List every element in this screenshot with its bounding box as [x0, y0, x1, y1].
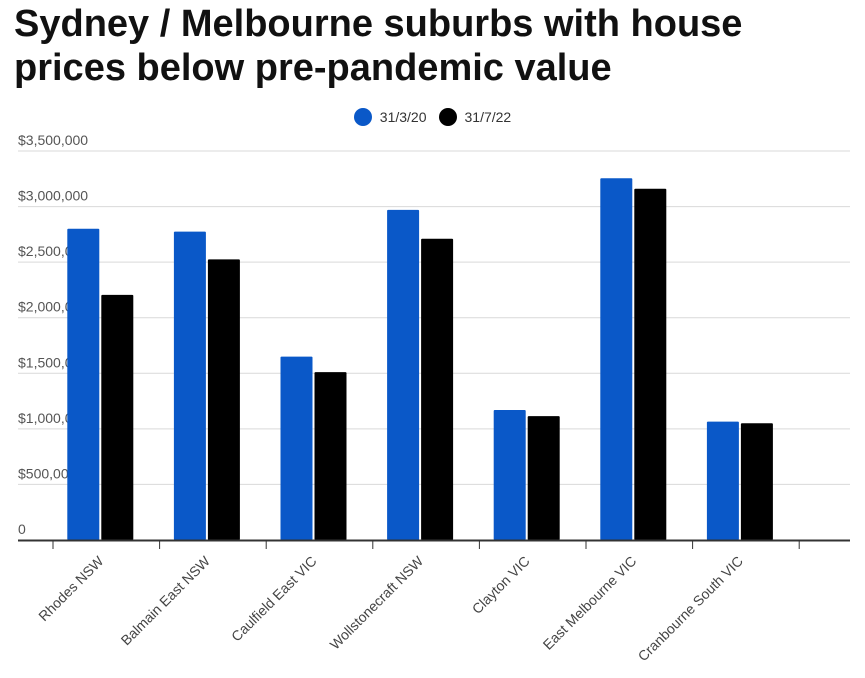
legend-label-series-2: 31/7/22	[464, 109, 512, 125]
legend: 31/3/20 31/7/22	[0, 108, 865, 126]
legend-item-series-2: 31/7/22	[438, 108, 512, 126]
bar-series-2	[207, 259, 240, 540]
bar-series-1	[600, 178, 633, 541]
legend-item-series-1: 31/3/20	[353, 108, 427, 126]
y-tick-label: $3,500,000	[18, 132, 88, 148]
legend-label-series-1: 31/3/20	[379, 109, 427, 125]
x-category-label: Balmain East NSW	[118, 552, 214, 648]
x-category-label: Rhodes NSW	[35, 552, 107, 624]
x-category-label: Caulfield East VIC	[228, 553, 320, 645]
x-category-label: Wollstonecraft NSW	[327, 552, 427, 652]
bar-series-1	[493, 409, 526, 540]
bar-series-1	[706, 421, 739, 540]
bar-series-2	[421, 238, 454, 540]
bar-series-1	[387, 209, 420, 541]
legend-swatch-series-1	[353, 108, 372, 126]
bar-series-1	[280, 356, 313, 540]
bar-series-2	[314, 372, 347, 540]
y-tick-label: $3,000,000	[18, 188, 88, 204]
bar-series-1	[67, 228, 100, 541]
legend-swatch-series-2	[438, 108, 457, 126]
chart-title: Sydney / Melbourne suburbs with house pr…	[14, 3, 743, 89]
y-tick-label: $500,000	[18, 465, 77, 481]
bar-series-2	[634, 188, 667, 540]
y-tick-label: 0	[18, 521, 26, 537]
bar-series-1	[173, 231, 206, 541]
bar-series-2	[527, 416, 560, 540]
bar-series-2	[740, 423, 773, 540]
x-category-label: Cranbourne South VIC	[635, 553, 746, 664]
x-category-label: East Melbourne VIC	[540, 553, 640, 653]
x-category-label: Clayton VIC	[469, 553, 533, 617]
bar-series-2	[101, 294, 134, 540]
